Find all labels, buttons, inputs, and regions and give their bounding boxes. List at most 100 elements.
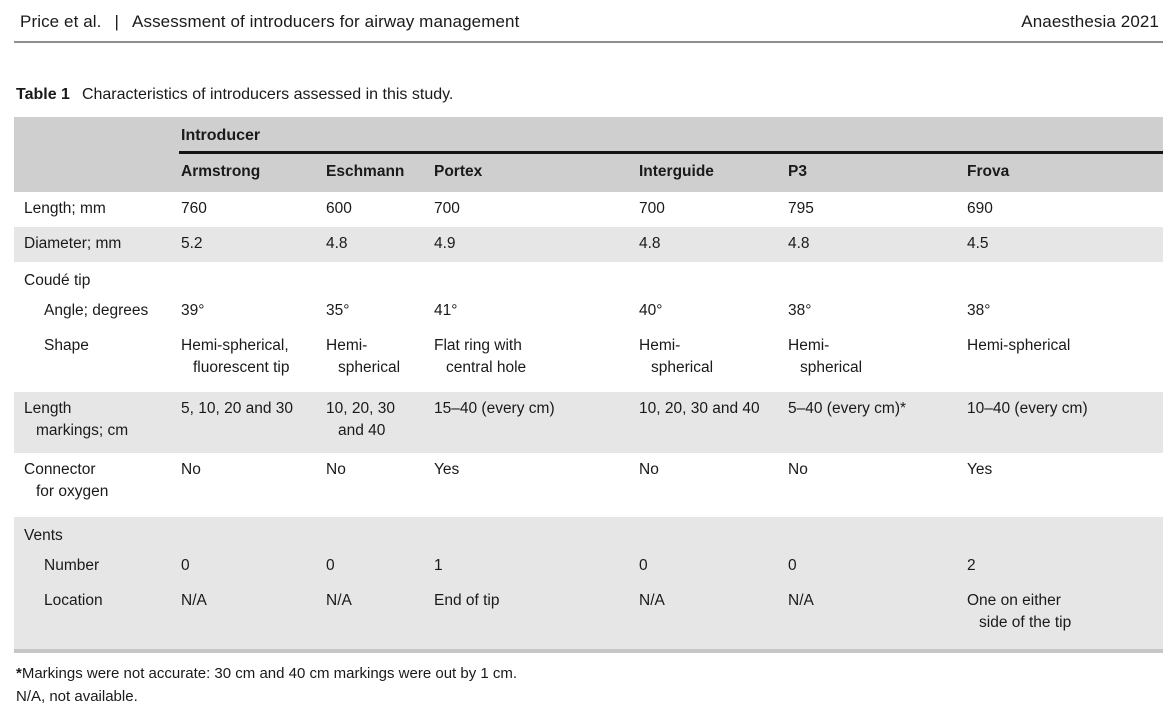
table-row-diameter: Diameter; mm 5.2 4.8 4.9 4.8 4.8 4.5: [14, 226, 1164, 262]
cell: No: [326, 460, 346, 478]
cell: No: [181, 460, 201, 478]
cell: [179, 262, 324, 294]
cell: 10, 20, 30 and 40: [326, 399, 395, 439]
cell: [965, 262, 1163, 294]
cell: No: [788, 460, 808, 478]
cell: N/A: [788, 591, 814, 609]
table-body: Length; mm 760 600 700 700 795 690 Diame…: [14, 192, 1164, 651]
cell: Hemi- spherical: [326, 336, 401, 376]
cell: N/A: [639, 591, 665, 609]
table-caption: Table 1 Characteristics of introducers as…: [16, 86, 1163, 104]
table-row-angle: Angle; degrees 39° 35° 41° 40° 38° 38°: [14, 294, 1163, 329]
cell: 38°: [788, 301, 812, 319]
column-header-row: Armstrong Eschmann Portex Interguide P3 …: [14, 152, 1164, 192]
introducer-characteristics-table: Introducer Armstrong Eschmann Portex Int…: [14, 117, 1164, 653]
cell: 0: [639, 556, 648, 574]
cell: 35°: [326, 301, 350, 319]
cell: [324, 517, 432, 549]
article-title: Assessment of introducers for airway man…: [132, 12, 520, 31]
cell: 690: [967, 199, 993, 217]
cell: Hemi- spherical: [788, 336, 863, 376]
cell: 10, 20, 30 and 40: [639, 399, 760, 417]
cell: [432, 262, 637, 294]
row-label-connector: Connector for oxygen: [24, 460, 109, 500]
cell: 1: [434, 556, 443, 574]
cell: 41°: [434, 301, 458, 319]
row-label-number: Number: [44, 556, 100, 574]
table-row-shape: Shape Hemi-spherical, fluorescent tip He…: [14, 329, 1163, 392]
empty-label-head: [14, 152, 179, 192]
cell: No: [639, 460, 659, 478]
table-caption-text: Characteristics of introducers assessed …: [81, 86, 454, 103]
cell: 4.5: [967, 234, 989, 252]
cell: 4.9: [434, 234, 456, 252]
row-label-diameter: Diameter; mm: [24, 234, 122, 252]
table-row-location: Location N/A N/A End of tip N/A N/A One …: [14, 583, 1164, 651]
running-head-left: Price et al. | Assessment of introducers f…: [20, 12, 519, 32]
running-head: Price et al. | Assessment of introducers f…: [14, 10, 1163, 43]
col-head-armstrong: Armstrong: [181, 162, 261, 180]
cell: 0: [326, 556, 335, 574]
table-row-connector: Connector for oxygen No No Yes No No Yes: [14, 453, 1163, 517]
table-caption-label: Table 1: [16, 86, 70, 103]
row-label-location: Location: [44, 591, 103, 609]
col-head-frova: Frova: [967, 162, 1010, 180]
cell: 795: [788, 199, 814, 217]
cell: 0: [788, 556, 797, 574]
table-row-coude-tip: Coudé tip: [14, 262, 1163, 294]
cell: 10–40 (every cm): [967, 399, 1088, 417]
cell: N/A: [326, 591, 352, 609]
footnote-markings: *Markings were not accurate: 30 cm and 4…: [16, 662, 1163, 685]
cell: Flat ring with central hole: [434, 336, 527, 376]
cell: 38°: [967, 301, 991, 319]
col-head-eschmann: Eschmann: [326, 162, 405, 180]
cell: Hemi- spherical: [639, 336, 714, 376]
cell: 5.2: [181, 234, 203, 252]
table-row-number: Number 0 0 1 0 0 2: [14, 548, 1164, 584]
footnote-na: N/A, not available.: [16, 687, 138, 705]
table-row-length-markings: Length markings; cm 5, 10, 20 and 30 10,…: [14, 391, 1164, 453]
cell: One on either side of the tip: [967, 591, 1072, 631]
row-label-coude-tip: Coudé tip: [24, 271, 91, 289]
cell: 15–40 (every cm): [434, 399, 555, 417]
cell: 5–40 (every cm)*: [788, 399, 907, 417]
cell: [786, 517, 965, 549]
row-label-angle: Angle; degrees: [44, 301, 149, 319]
cell: 2: [967, 556, 976, 574]
cell: 0: [181, 556, 190, 574]
divider-bar: |: [114, 12, 120, 31]
table-footnotes: *Markings were not accurate: 30 cm and 4…: [16, 662, 1163, 708]
cell: 4.8: [326, 234, 348, 252]
cell: 4.8: [639, 234, 661, 252]
row-label-length: Length; mm: [24, 199, 106, 217]
cell: [786, 262, 965, 294]
cell: Hemi-spherical, fluorescent tip: [181, 336, 290, 376]
cell: End of tip: [434, 591, 500, 609]
authors: Price et al.: [20, 12, 102, 31]
table-head: Introducer Armstrong Eschmann Portex Int…: [14, 117, 1164, 192]
group-header-cell: Introducer: [179, 117, 1164, 154]
row-label-vents: Vents: [24, 526, 63, 544]
cell: [637, 517, 786, 549]
cell: 700: [434, 199, 460, 217]
cell: 700: [639, 199, 665, 217]
col-head-portex: Portex: [434, 162, 483, 180]
table-row-length: Length; mm 760 600 700 700 795 690: [14, 192, 1163, 227]
cell: Hemi-spherical: [967, 336, 1071, 354]
corner-cell: [14, 117, 179, 152]
row-label-shape: Shape: [44, 336, 89, 354]
col-head-interguide: Interguide: [639, 162, 714, 180]
cell: [179, 517, 324, 549]
cell: N/A: [181, 591, 207, 609]
footnote-markings-text: Markings were not accurate: 30 cm and 40…: [21, 664, 518, 682]
row-label-length-markings: Length markings; cm: [24, 399, 129, 439]
cell: 39°: [181, 301, 205, 319]
cell: 760: [181, 199, 207, 217]
cell: 5, 10, 20 and 30: [181, 399, 294, 417]
group-header-row: Introducer: [14, 117, 1164, 154]
table-row-vents: Vents: [14, 516, 1164, 549]
cell: 600: [326, 199, 352, 217]
journal-name: Anaesthesia 2021: [1021, 12, 1159, 31]
cell: Yes: [967, 460, 993, 478]
